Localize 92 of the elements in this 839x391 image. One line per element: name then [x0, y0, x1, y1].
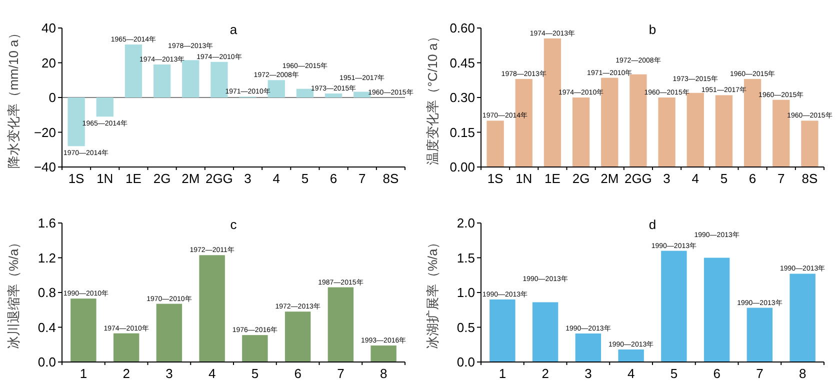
x-tick-label: 5 [251, 366, 259, 381]
bar [618, 349, 644, 362]
x-tick-label: 3 [663, 171, 670, 186]
y-tick-label: 20 [42, 55, 56, 70]
y-tick-label: −20 [34, 124, 56, 140]
x-tick-label: 4 [627, 366, 635, 381]
x-tick-label: 6 [713, 366, 720, 381]
bar [704, 258, 730, 362]
bar [113, 333, 140, 362]
x-tick-label: 1 [498, 366, 506, 381]
x-tick-label: 6 [294, 366, 302, 381]
x-tick-label: 2G [572, 171, 590, 186]
bar [490, 299, 516, 362]
y-axis-title: 冰湖扩展率（%/a） [425, 236, 440, 350]
x-tick-label: 8 [380, 366, 388, 381]
x-tick-label: 8S [802, 171, 818, 186]
bar [658, 98, 676, 167]
x-tick-label: 7 [337, 366, 344, 381]
bar [486, 120, 504, 167]
bar [153, 64, 171, 98]
x-tick-label: 1N [96, 171, 114, 186]
y-tick-label: 0.30 [450, 90, 475, 106]
y-tick-label: 0.00 [450, 160, 475, 175]
x-tick-label: 1S [487, 171, 504, 186]
x-tick-label: 7 [778, 171, 785, 186]
x-tick-label: 6 [748, 171, 756, 186]
bar [801, 120, 818, 167]
y-tick-label: 1.0 [456, 285, 475, 300]
x-tick-label: 3 [166, 366, 173, 381]
y-tick-label: 1.6 [38, 216, 56, 231]
x-tick-label: 8 [798, 366, 806, 381]
bar [156, 304, 182, 362]
y-tick-label: 0.45 [450, 55, 475, 70]
y-tick-label: 0.15 [450, 124, 475, 140]
x-tick-label: 1E [544, 171, 561, 186]
x-tick-label: 7 [358, 171, 366, 186]
x-tick-label: 4 [272, 171, 280, 186]
x-tick-label: 2 [122, 366, 130, 381]
bar [661, 250, 687, 362]
bar [572, 98, 590, 167]
x-tick-label: 2GG [624, 171, 652, 186]
bar [324, 94, 342, 98]
bar [532, 302, 558, 362]
x-tick-label: 2M [600, 171, 619, 186]
x-tick-label: 3 [584, 366, 592, 381]
x-tick-label: 1N [516, 171, 532, 186]
chart-title: a [230, 22, 238, 37]
x-tick-label: 1 [80, 366, 88, 381]
chart-title: c [230, 217, 238, 232]
y-tick-label: 0.4 [38, 320, 56, 335]
y-tick-label: 1.5 [456, 250, 475, 266]
x-tick-label: 4 [208, 366, 216, 381]
bar [199, 255, 225, 362]
x-tick-label: 1E [126, 171, 142, 186]
bar [575, 334, 602, 362]
x-tick-label: 1S [68, 171, 85, 186]
y-axis-title: 冰川退缩率（%/a） [6, 236, 21, 350]
y-tick-label: −40 [34, 160, 56, 175]
y-axis-title: 降水变化率（mm/10 a） [6, 26, 21, 168]
x-tick-label: 2M [182, 171, 200, 186]
x-tick-label: 2GG [205, 171, 233, 186]
x-tick-label: 8S [382, 171, 399, 186]
bar [70, 298, 96, 362]
y-tick-label: 1.2 [38, 250, 56, 266]
x-tick-label: 5 [720, 171, 728, 186]
x-tick-label: 4 [692, 171, 699, 186]
x-tick-label: 7 [756, 366, 764, 381]
y-tick-label: 0 [48, 90, 56, 106]
y-tick-label: 0.0 [456, 354, 475, 370]
x-tick-label: 2 [542, 366, 549, 381]
x-tick-label: 3 [244, 171, 252, 186]
chart-title: b [648, 22, 656, 37]
bar [715, 95, 733, 167]
y-tick-label: 0.5 [456, 320, 475, 335]
bar [284, 312, 311, 362]
bar [746, 308, 773, 362]
y-tick-label: 40 [42, 20, 56, 36]
bar [96, 98, 114, 117]
chart-title: d [648, 217, 656, 232]
y-tick-label: 0.0 [38, 354, 56, 370]
bar [790, 274, 816, 362]
y-tick-label: 0.60 [450, 20, 475, 36]
y-axis-title: 温度变化率（°C/10 a） [425, 30, 440, 165]
x-tick-label: 5 [670, 366, 678, 381]
x-tick-label: 2G [153, 171, 171, 186]
x-tick-label: 6 [330, 171, 338, 186]
bar [242, 335, 268, 362]
y-tick-label: 2.0 [456, 216, 475, 231]
bar [328, 287, 354, 362]
x-tick-label: 5 [301, 171, 309, 186]
y-tick-label: 0.8 [38, 285, 56, 300]
bar [370, 345, 396, 362]
